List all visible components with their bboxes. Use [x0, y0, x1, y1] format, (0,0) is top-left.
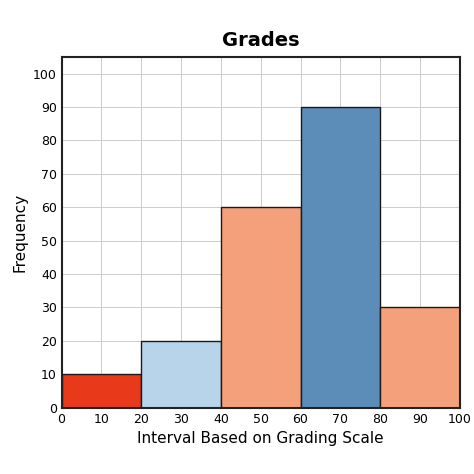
Title: Grades: Grades: [222, 31, 300, 50]
Bar: [380, 308, 460, 408]
Bar: [221, 207, 301, 408]
Bar: [62, 374, 141, 408]
X-axis label: Interval Based on Grading Scale: Interval Based on Grading Scale: [137, 431, 384, 446]
Bar: [301, 107, 380, 408]
Y-axis label: Frequency: Frequency: [12, 193, 27, 272]
Bar: [141, 341, 221, 408]
